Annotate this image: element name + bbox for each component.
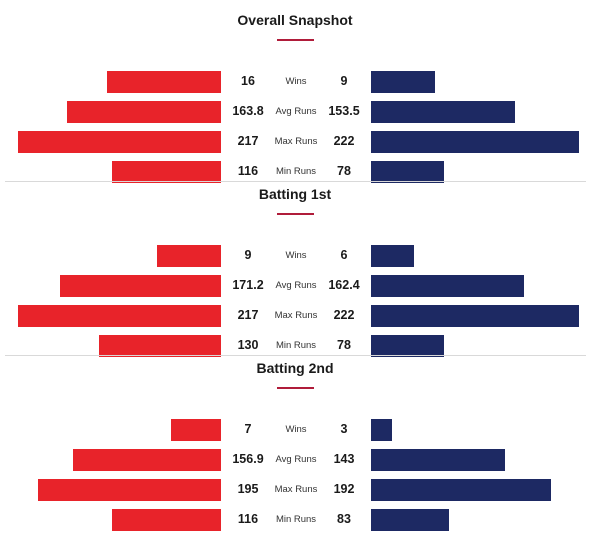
left-team-value: 217	[237, 134, 259, 148]
metric-label: Max Runs	[274, 136, 318, 147]
metric-label: Wins	[285, 424, 307, 435]
left-team-value: 16	[241, 74, 255, 88]
left-team-value: 7	[244, 422, 252, 436]
right-team-value: 78	[337, 338, 351, 352]
stat-row: 7 Wins 3	[0, 418, 590, 442]
chart-section: Overall Snapshot 16 Wins 9 163.8 Avg Runs 153.…	[0, 8, 590, 184]
stat-row: 130 Min Runs 78	[0, 334, 590, 358]
left-team-bar	[60, 275, 221, 297]
right-team-bar	[371, 509, 449, 531]
stat-row: 156.9 Avg Runs 143	[0, 448, 590, 472]
right-team-value: 162.4	[328, 278, 360, 292]
left-team-bar	[112, 509, 221, 531]
stat-row: 116 Min Runs 83	[0, 508, 590, 532]
metric-label: Max Runs	[274, 484, 318, 495]
right-team-bar	[371, 335, 444, 357]
right-team-bar	[371, 101, 515, 123]
metric-label: Max Runs	[274, 310, 318, 321]
left-team-bar	[107, 71, 221, 93]
right-team-value: 222	[333, 134, 355, 148]
metric-label: Avg Runs	[275, 280, 317, 291]
right-team-value: 192	[333, 482, 355, 496]
section-divider	[5, 355, 586, 356]
stat-row: 217 Max Runs 222	[0, 130, 590, 154]
right-team-bar	[371, 449, 505, 471]
title-underline	[277, 39, 314, 41]
section-divider	[5, 181, 586, 182]
left-team-bar	[18, 131, 221, 153]
left-team-value: 163.8	[232, 104, 264, 118]
left-team-value: 116	[237, 164, 259, 178]
right-team-bar	[371, 71, 435, 93]
left-team-value: 9	[244, 248, 252, 262]
metric-label: Min Runs	[275, 166, 317, 177]
metric-label: Wins	[285, 76, 307, 87]
left-team-value: 195	[237, 482, 259, 496]
section-title: Batting 2nd	[256, 360, 334, 376]
title-underline	[277, 213, 314, 215]
left-team-bar	[38, 479, 221, 501]
right-team-value: 153.5	[328, 104, 360, 118]
right-team-value: 78	[337, 164, 351, 178]
metric-label: Wins	[285, 250, 307, 261]
left-team-value: 116	[237, 512, 259, 526]
left-team-bar	[18, 305, 221, 327]
right-team-value: 9	[340, 74, 348, 88]
left-team-value: 217	[237, 308, 259, 322]
section-title: Batting 1st	[258, 186, 332, 202]
right-team-bar	[371, 305, 579, 327]
stat-row: 217 Max Runs 222	[0, 304, 590, 328]
stat-row: 163.8 Avg Runs 153.5	[0, 100, 590, 124]
right-team-bar	[371, 245, 414, 267]
chart-section: Batting 2nd 7 Wins 3 156.9 Avg Runs 143 195 Max …	[0, 356, 590, 532]
right-team-bar	[371, 479, 551, 501]
right-team-value: 143	[333, 452, 355, 466]
chart-section: Batting 1st 9 Wins 6 171.2 Avg Runs 162.4 217 Ma…	[0, 182, 590, 358]
right-team-bar	[371, 161, 444, 183]
right-team-value: 222	[333, 308, 355, 322]
left-team-bar	[99, 335, 221, 357]
right-team-bar	[371, 131, 579, 153]
right-team-bar	[371, 419, 392, 441]
left-team-bar	[67, 101, 221, 123]
title-underline	[277, 387, 314, 389]
right-team-value: 6	[340, 248, 348, 262]
stat-row: 16 Wins 9	[0, 70, 590, 94]
left-team-bar	[73, 449, 221, 471]
left-team-bar	[157, 245, 221, 267]
metric-label: Min Runs	[275, 514, 317, 525]
left-team-bar	[171, 419, 221, 441]
right-team-bar	[371, 275, 524, 297]
stat-row: 195 Max Runs 192	[0, 478, 590, 502]
left-team-value: 130	[237, 338, 259, 352]
right-team-value: 83	[337, 512, 351, 526]
left-team-value: 171.2	[232, 278, 264, 292]
section-title: Overall Snapshot	[237, 12, 353, 28]
left-team-value: 156.9	[232, 452, 264, 466]
stat-row: 171.2 Avg Runs 162.4	[0, 274, 590, 298]
right-team-value: 3	[340, 422, 348, 436]
left-team-bar	[112, 161, 221, 183]
stat-row: 9 Wins 6	[0, 244, 590, 268]
stat-row: 116 Min Runs 78	[0, 160, 590, 184]
metric-label: Avg Runs	[275, 454, 317, 465]
metric-label: Avg Runs	[275, 106, 317, 117]
metric-label: Min Runs	[275, 340, 317, 351]
